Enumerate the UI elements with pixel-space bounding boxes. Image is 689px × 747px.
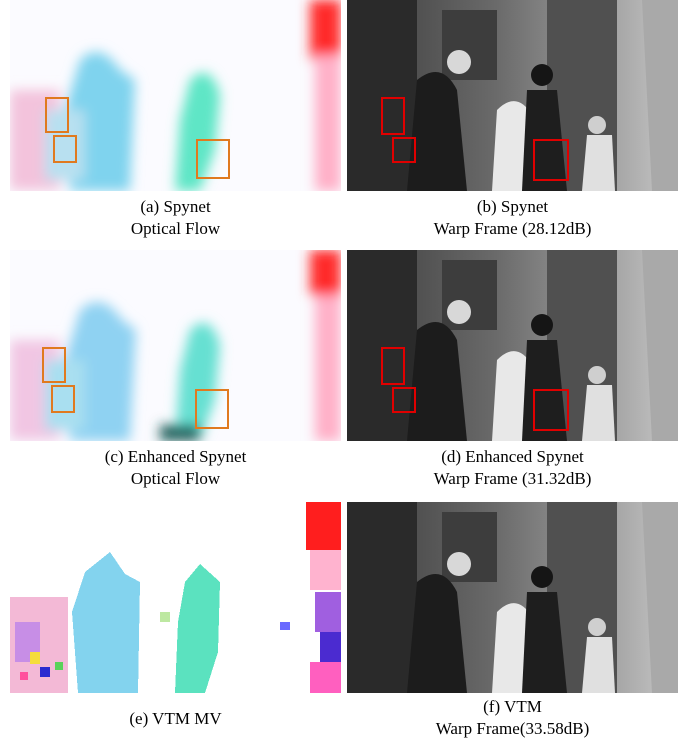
optical-flow-image [10, 250, 341, 441]
caption-f-line2: Warp Frame(33.58dB) [435, 719, 590, 738]
panel-e-vtm-mv [10, 502, 341, 693]
highlight-box [45, 97, 69, 133]
caption-e-line1: (e) VTM MV [129, 709, 222, 728]
highlight-box [381, 97, 405, 135]
highlight-box [195, 389, 229, 429]
caption-a-line1: (a) Spynet [140, 197, 211, 216]
highlight-box [42, 347, 66, 383]
panel-a-spynet-optical-flow [10, 0, 341, 191]
optical-flow-image [10, 0, 341, 191]
highlight-box [392, 387, 416, 413]
caption-d-line2: Warp Frame (31.32dB) [433, 469, 592, 488]
caption-c-line1: (c) Enhanced Spynet [104, 447, 247, 466]
caption-e: (e) VTM MV [10, 708, 341, 730]
caption-f-line1: (f) VTM [483, 697, 542, 716]
panel-c-enhanced-spynet-optical-flow [10, 250, 341, 441]
warp-frame-image [347, 502, 678, 693]
warp-frame-image [347, 0, 678, 191]
highlight-box [51, 385, 75, 413]
highlight-box [381, 347, 405, 385]
caption-d-line1: (d) Enhanced Spynet [441, 447, 584, 466]
caption-f: (f) VTM Warp Frame(33.58dB) [347, 696, 678, 740]
highlight-box [196, 139, 230, 179]
caption-c-line2: Optical Flow [130, 469, 221, 488]
caption-a-line2: Optical Flow [130, 219, 221, 238]
highlight-box [392, 137, 416, 163]
panel-f-vtm-warp-frame [347, 502, 678, 693]
caption-b-line2: Warp Frame (28.12dB) [433, 219, 592, 238]
caption-b-line1: (b) Spynet [476, 197, 549, 216]
warp-frame-image [347, 250, 678, 441]
caption-b: (b) Spynet Warp Frame (28.12dB) [347, 196, 678, 240]
motion-vector-image [10, 502, 341, 693]
caption-a: (a) Spynet Optical Flow [10, 196, 341, 240]
caption-c: (c) Enhanced Spynet Optical Flow [10, 446, 341, 490]
panel-b-spynet-warp-frame [347, 0, 678, 191]
panel-d-enhanced-spynet-warp-frame [347, 250, 678, 441]
highlight-box [533, 139, 569, 181]
highlight-box [533, 389, 569, 431]
caption-d: (d) Enhanced Spynet Warp Frame (31.32dB) [347, 446, 678, 490]
highlight-box [53, 135, 77, 163]
